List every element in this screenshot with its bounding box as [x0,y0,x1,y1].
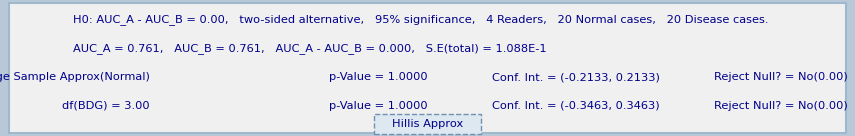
Text: df(BDG) = 3.00: df(BDG) = 3.00 [62,101,150,111]
Text: Conf. Int. = (-0.3463, 0.3463): Conf. Int. = (-0.3463, 0.3463) [492,101,659,111]
Text: Reject Null? = No(0.00): Reject Null? = No(0.00) [714,101,847,111]
Text: H0: AUC_A - AUC_B = 0.00,   two-sided alternative,   95% significance,   4 Reade: H0: AUC_A - AUC_B = 0.00, two-sided alte… [73,14,768,24]
Text: AUC_A = 0.761,   AUC_B = 0.761,   AUC_A - AUC_B = 0.000,   S.E(total) = 1.088E-1: AUC_A = 0.761, AUC_B = 0.761, AUC_A - AU… [73,44,546,54]
Text: p-Value = 1.0000: p-Value = 1.0000 [329,101,428,111]
FancyBboxPatch shape [9,3,846,133]
Text: Hillis Approx: Hillis Approx [392,119,463,129]
Text: Large Sample Approx(Normal): Large Sample Approx(Normal) [0,72,150,82]
Text: p-Value = 1.0000: p-Value = 1.0000 [329,72,428,82]
Text: Conf. Int. = (-0.2133, 0.2133): Conf. Int. = (-0.2133, 0.2133) [492,72,659,82]
Text: Reject Null? = No(0.00): Reject Null? = No(0.00) [714,72,847,82]
FancyBboxPatch shape [374,114,481,134]
